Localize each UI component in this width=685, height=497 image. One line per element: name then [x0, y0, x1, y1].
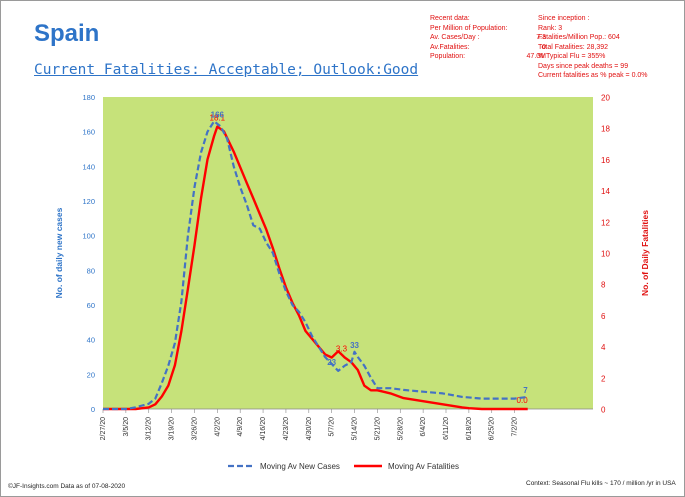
chart-title: Spain — [34, 20, 100, 47]
x-tick-label: 3/12/20 — [146, 417, 153, 440]
y2-tick-label: 14 — [601, 187, 610, 196]
x-tick-label: 3/19/20 — [169, 417, 176, 440]
x-tick-label: 6/25/20 — [489, 417, 496, 440]
y-tick-label: 140 — [82, 162, 95, 171]
y2-tick-label: 0 — [601, 406, 606, 415]
x-tick-label: 2/27/20 — [100, 417, 107, 440]
y2-tick-label: 10 — [601, 250, 610, 259]
x-tick-label: 5/7/20 — [329, 417, 336, 437]
y2-tick-label: 18 — [601, 125, 610, 134]
since-line: % Typical Flu = 355% — [538, 53, 606, 60]
data-label: 0.0 — [517, 396, 529, 405]
x-tick-label: 5/21/20 — [374, 417, 381, 440]
stat-label: Av.Fatalities: — [430, 43, 470, 51]
y-tick-label: 0 — [91, 405, 95, 414]
stat-value: 7.3 — [536, 34, 546, 41]
x-tick-label: 4/16/20 — [260, 417, 267, 440]
y-tick-label: 180 — [82, 93, 95, 102]
y-tick-label: 80 — [87, 266, 95, 275]
since-line: Current fatalities as % peak = 0.0% — [538, 72, 648, 79]
stat-label: Population: — [430, 53, 466, 60]
plot-area — [103, 97, 593, 409]
series-line-cases — [103, 120, 528, 411]
stat-row-cases: Av. Cases/Day : 7.3 — [430, 33, 546, 43]
x-tick-label: 6/4/20 — [420, 417, 427, 437]
y2-tick-label: 16 — [601, 156, 610, 165]
x-tick-label: 5/14/20 — [352, 417, 359, 440]
y-tick-label: 60 — [87, 301, 95, 310]
x-tick-label: 4/23/20 — [283, 417, 290, 440]
legend-label-fatalities: Moving Av Fatalities — [388, 462, 459, 471]
since-line: Total Fatalities: 28,392 — [538, 43, 609, 51]
y-axis-label: No. of daily new cases — [54, 207, 64, 298]
data-label: 7 — [523, 386, 528, 395]
y2-tick-label: 20 — [601, 94, 610, 103]
y2-tick-label: 4 — [601, 343, 606, 352]
stat-value: 0 — [542, 43, 546, 51]
legend-label-cases: Moving Av New Cases — [260, 462, 340, 471]
since-inception-panel: Since inception : Rank: 3 Fatalities/Mil… — [538, 14, 648, 81]
x-tick-label: 6/18/20 — [466, 417, 473, 440]
y2-tick-label: 2 — [601, 374, 606, 383]
stat-row-population: Population: 47.0M — [430, 52, 546, 62]
y2-tick-label: 6 — [601, 312, 606, 321]
data-label: 18.1 — [210, 114, 226, 123]
y2-tick-label: 12 — [601, 218, 610, 227]
x-tick-label: 4/30/20 — [306, 417, 313, 440]
y2-tick-label: 8 — [601, 281, 606, 290]
x-tick-label: 4/2/20 — [214, 417, 221, 437]
data-label: 3.3 — [336, 345, 348, 354]
data-label: 166 — [211, 110, 225, 119]
y2-axis-label: No. of Daily Fatalities — [640, 210, 650, 296]
stat-label: Av. Cases/Day : — [430, 34, 480, 41]
x-tick-label: 5/28/20 — [397, 417, 404, 440]
data-label: 33 — [350, 341, 359, 350]
x-tick-label: 3/26/20 — [191, 417, 198, 440]
x-tick-label: 3/5/20 — [123, 417, 130, 437]
x-tick-label: 7/2/20 — [512, 417, 519, 437]
y-tick-label: 120 — [82, 197, 95, 206]
per-million-label: Per Million of Population: — [430, 24, 508, 32]
footer-copyright: ©JF-Insights.com Data as of 07-08-2020 — [8, 483, 126, 490]
recent-data-panel: Recent data: Per Million of Population: … — [430, 14, 546, 62]
since-line: Rank: 3 — [538, 24, 563, 32]
recent-heading: Recent data: — [430, 15, 470, 22]
since-line: Fatalities/Million Pop.: 604 — [538, 34, 620, 41]
since-heading: Since inception : — [538, 15, 590, 22]
y-tick-label: 160 — [82, 128, 95, 137]
x-tick-label: 4/9/20 — [237, 417, 244, 437]
y-tick-label: 20 — [87, 370, 95, 379]
chart-subtitle: Current Fatalities: Acceptable; Outlook:… — [34, 62, 419, 78]
data-label: 23 — [327, 358, 336, 367]
stat-row-fatalities: Av.Fatalities: 0 — [430, 43, 546, 53]
y-tick-label: 100 — [82, 232, 95, 241]
since-line: Days since peak deaths = 99 — [538, 62, 629, 70]
y-tick-label: 40 — [87, 336, 95, 345]
stat-value: 47.0M — [526, 53, 546, 60]
footer-context: Context: Seasonal Flu kills ~ 170 / mill… — [526, 480, 676, 487]
x-tick-label: 6/11/20 — [443, 417, 450, 440]
